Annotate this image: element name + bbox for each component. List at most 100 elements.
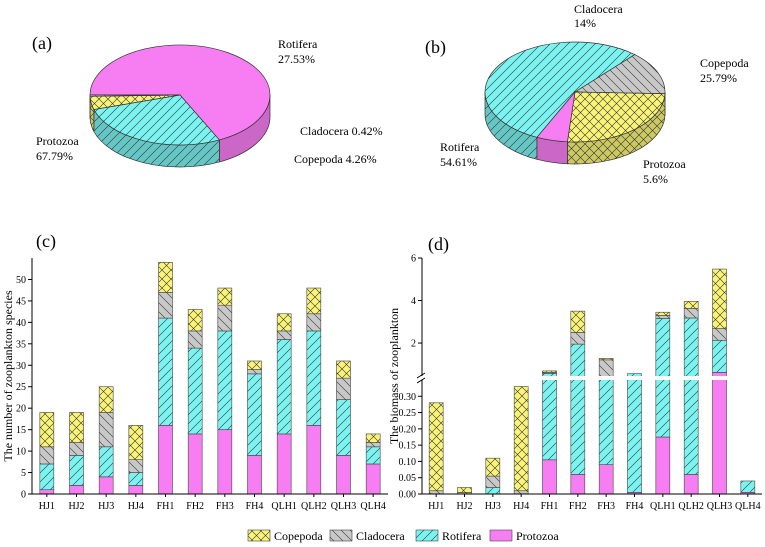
bar-d-xtick-label: FH3 (597, 501, 615, 512)
bar-c-copepoda-fh3 (217, 287, 233, 306)
bar-c-ytick-label: 5 (21, 468, 26, 479)
bar-c-protozoa-fh3 (217, 429, 233, 495)
bar-c-copepoda-hj2 (69, 412, 84, 443)
pie-b-slice-cladocera (573, 54, 666, 95)
bar-c-xtick-label: QLH2 (301, 501, 327, 512)
pie-b-copepoda-value: 25.79% (700, 71, 737, 85)
pie-a-copepoda-label: Copepoda 4.26% (294, 152, 377, 166)
bar-d-xtick-label: QLH4 (735, 501, 761, 512)
bar-c-rotifera-fh1 (158, 317, 173, 426)
pie-b-cladocera-value: 14% (574, 16, 596, 30)
bar-d-protozoa-qlh1 (655, 436, 671, 495)
bar-d-cladocera-qlh3 (712, 328, 727, 341)
bar-d-xtick-label: FH4 (626, 501, 644, 512)
bar-c-ytick-label: 0 (21, 490, 26, 501)
bar-c-copepoda-qlh4 (365, 433, 381, 443)
bar-c-copepoda-fh1 (158, 261, 173, 293)
bar-c-xtick-label: HJ1 (39, 501, 55, 512)
bar-c-protozoa-fh2 (187, 433, 203, 495)
bar-d-rotifera-hj3 (485, 487, 501, 495)
bar-c-cladocera-qlh2 (306, 313, 322, 332)
bar-c-rotifera-qlh2 (306, 330, 322, 426)
bar-d-ytick-label: 0.30 (399, 392, 417, 403)
legend: Copepoda Cladocera Rotifera Protozoa (247, 529, 559, 543)
legend-swatch-copepoda (247, 529, 271, 542)
bar-c-cladocera-qlh4 (365, 442, 381, 448)
bar-d-xtick-label: QLH2 (678, 501, 704, 512)
panel-label-c: (c) (36, 231, 56, 252)
bar-c-protozoa-qlh2 (306, 425, 322, 495)
bar-d-cladocera-qlh2 (683, 308, 699, 319)
pie-b-rotifera-value: 54.61% (440, 155, 477, 169)
bar-c-xtick-label: HJ3 (98, 501, 114, 512)
bar-c-rotifera-fh2 (187, 347, 203, 435)
legend-label-copepoda: Copepoda (274, 529, 323, 543)
bar-d-xtick-label: QLH3 (707, 501, 733, 512)
bar-d-ytick-label: 2 (411, 339, 416, 350)
bar-c-xtick-label: FH3 (216, 501, 234, 512)
pie-a-rotifera-value: 27.53% (278, 52, 315, 66)
bar-c-xtick-label: QLH3 (331, 501, 357, 512)
bar-d-rotifera-fh4 (627, 373, 642, 493)
bar-c-rotifera-fh4 (247, 373, 262, 456)
pie-a-protozoa-value: 67.79% (36, 149, 73, 163)
bar-d-axis-gap (419, 376, 425, 380)
panel-label-b: (b) (425, 37, 446, 58)
bar-c-cladocera-fh4 (247, 369, 262, 375)
bar-c-copepoda-fh4 (247, 360, 262, 370)
legend-swatch-rotifera (415, 529, 439, 542)
bar-c-copepoda-hj4 (128, 425, 144, 460)
bar-d-axis-break (423, 376, 763, 380)
bar-d-xtick-label: HJ3 (485, 501, 501, 512)
bar-c-protozoa-qlh1 (276, 433, 292, 495)
bar-d-protozoa-qlh2 (683, 474, 699, 495)
bar-c-rotifera-hj3 (98, 446, 114, 478)
bar-c-rotifera-qlh1 (276, 339, 292, 435)
bar-d-ytick-label: 0.25 (399, 408, 417, 419)
bar-c-protozoa-hj3 (98, 476, 114, 495)
bar-d-copepoda-hj2 (457, 487, 472, 493)
bar-d-xtick-label: FH2 (569, 501, 587, 512)
bar-c-protozoa-hj2 (69, 485, 84, 495)
bar-d-cladocera-fh3 (598, 359, 614, 379)
bar-chart-c: 0 5 10 15 20 25 30 35 40 45 50 HJ1 HJ2 HJ3 HJ4 FH1 FH2 FH… (1, 258, 388, 512)
bar-d-rotifera-qlh2 (683, 317, 699, 475)
bar-c-cladocera-qlh1 (276, 330, 292, 340)
bar-c-copepoda-qlh3 (336, 360, 351, 379)
pie-a-slice-cladocera (89, 94, 181, 97)
bar-d-copepoda-hj4 (513, 386, 529, 492)
bar-c-ytick-label: 20 (16, 404, 26, 415)
bar-d-protozoa-fh1 (542, 459, 557, 495)
bar-d-copepoda-fh3 (598, 358, 614, 361)
bar-c-xtick-label: QLH4 (360, 501, 386, 512)
bar-c-xtick-label: FH1 (157, 501, 175, 512)
bar-c-rotifera-hj2 (69, 455, 84, 486)
pie-chart-b (484, 41, 666, 165)
bar-c-xtick-label: FH2 (186, 501, 204, 512)
bar-d-rotifera-fh2 (570, 343, 586, 475)
bar-d-xtick-label: HJ2 (456, 501, 472, 512)
bar-c-protozoa-fh1 (158, 425, 173, 495)
bar-c-cladocera-fh2 (187, 330, 203, 349)
bar-c-xtick-label: QLH1 (271, 501, 297, 512)
bar-c-cladocera-qlh3 (336, 377, 351, 400)
bar-d-rotifera-fh3 (598, 377, 614, 465)
legend-swatch-protozoa (489, 529, 513, 542)
pie-chart-a (89, 44, 271, 168)
bar-c-copepoda-qlh1 (276, 313, 292, 332)
bar-d-copepoda-fh2 (570, 310, 586, 333)
bar-c-copepoda-hj3 (98, 386, 114, 413)
bar-d-cladocera-hj3 (485, 475, 501, 488)
bar-c-cladocera-hj4 (128, 459, 144, 473)
bar-d-ytick-label: 6 (411, 254, 416, 265)
bar-d-cladocera-fh2 (570, 332, 586, 345)
bar-d-ytick-label: 0.10 (399, 457, 417, 468)
bar-d-xtick-label: HJ1 (428, 501, 444, 512)
pie-a-rotifera-label: Rotifera (278, 37, 318, 51)
bar-d-xtick-label: QLH1 (650, 501, 676, 512)
bar-c-ytick-label: 40 (16, 318, 26, 329)
bar-c-cladocera-hj2 (69, 442, 84, 456)
bar-c-ytick-label: 50 (16, 275, 26, 286)
panel-label-a: (a) (32, 33, 52, 54)
bar-d-rotifera-qlh3 (712, 339, 727, 373)
